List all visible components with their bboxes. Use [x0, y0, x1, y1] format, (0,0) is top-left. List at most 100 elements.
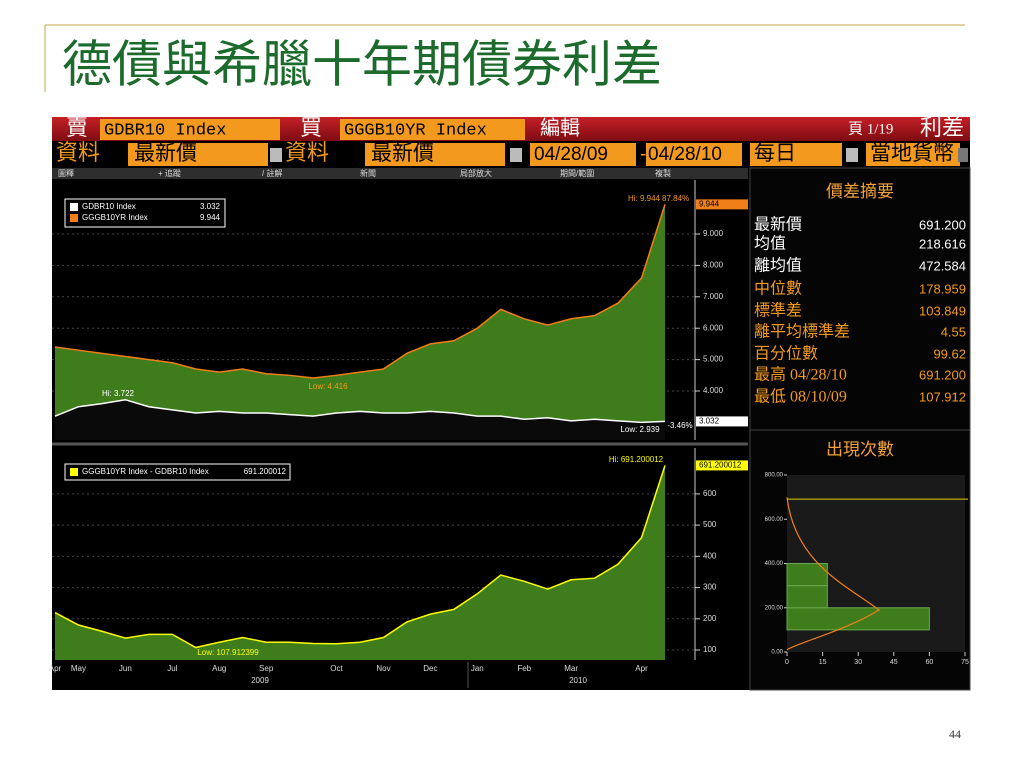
label: 資料 [56, 140, 100, 165]
axis-value-box [696, 199, 748, 210]
stat-label: 最低 08/10/09 [754, 388, 847, 406]
menu-item[interactable]: / 註解 [262, 168, 282, 178]
legend [64, 463, 291, 481]
menu-item[interactable]: 圖釋 [58, 168, 74, 178]
stats-title: 價差摘要 [826, 182, 894, 201]
field[interactable] [750, 143, 842, 166]
y-tick-label: 600.00 [765, 517, 784, 523]
annotation: -3.46% [667, 421, 692, 430]
menu-bar [52, 168, 748, 179]
y-tick-label: 7.000 [703, 292, 724, 301]
page-number: 44 [949, 727, 961, 741]
area [55, 465, 665, 660]
stat-label: 百分位數 [754, 345, 818, 363]
stat-value: 4.55 [941, 324, 966, 339]
stat-value: 103.849 [919, 303, 966, 318]
axis-value-box [696, 460, 748, 471]
line [54, 398, 666, 424]
dropdown[interactable] [270, 148, 282, 162]
x-tick-label: 75 [961, 659, 969, 666]
y-tick-label: 800.00 [765, 473, 784, 479]
x-tick-label: 45 [890, 659, 898, 666]
legend-label: GGGB10YR Index - GDBR10 Index [82, 467, 209, 476]
legend-label: GGGB10YR Index [82, 213, 148, 222]
histogram-bar [786, 607, 930, 631]
menu-item[interactable]: 期間/範圍 [560, 168, 594, 178]
stat-label: 離平均標準差 [754, 323, 850, 341]
x-tick-label: 0 [785, 659, 789, 666]
x-tick-label: Feb [517, 664, 531, 673]
year-label: 2009 [251, 676, 269, 685]
legend-swatch [70, 203, 78, 211]
label: 賣 [66, 115, 88, 140]
axis-value: 9.944 [699, 199, 720, 208]
menu-item[interactable]: 新聞 [360, 168, 376, 178]
axis-value-box [696, 416, 748, 427]
histogram-bar [786, 563, 828, 587]
field-text: 最新價 [134, 141, 197, 165]
annotation: Low: 107.912399 [197, 648, 259, 657]
field[interactable] [128, 143, 268, 166]
line [54, 204, 666, 379]
field-text: 04/28/10 [648, 144, 722, 165]
field[interactable] [365, 143, 505, 166]
annotation: Low: 2.939 [620, 425, 660, 434]
page-indicator: 頁 1/19 [848, 121, 893, 137]
annotation: Hi: 9.944 [628, 194, 661, 203]
legend-swatch [70, 214, 78, 222]
menu-item[interactable]: 複製 [655, 168, 671, 178]
stat-value: 218.616 [919, 236, 966, 251]
stat-label: 中位數 [754, 280, 802, 298]
annotation: Low: 4.416 [308, 382, 348, 391]
x-tick-label: Apr [49, 664, 62, 673]
x-tick-label: Sep [259, 664, 274, 673]
field[interactable] [646, 143, 742, 166]
menu-item[interactable]: 局部放大 [460, 168, 492, 178]
x-tick-label: Nov [376, 664, 390, 673]
stat-label: 標準差 [754, 302, 802, 320]
stat-value: 107.912 [919, 389, 966, 404]
x-tick-label: May [71, 664, 86, 673]
stat-value: 178.959 [919, 281, 966, 296]
y-tick-label: 600 [703, 489, 717, 498]
field[interactable] [530, 143, 636, 166]
y-tick-label: 9.000 [703, 229, 724, 238]
legend-value: 691.200012 [244, 467, 287, 476]
y-tick-label: 6.000 [703, 323, 724, 332]
dropdown[interactable] [510, 148, 522, 162]
y-tick-label: 400 [703, 551, 717, 560]
x-tick-label: Aug [212, 664, 226, 673]
field[interactable] [100, 119, 280, 140]
y-tick-label: 300 [703, 583, 717, 592]
x-tick-label: Apr [635, 664, 648, 673]
button[interactable]: 編輯 [540, 117, 580, 140]
x-tick-label: Jan [471, 664, 484, 673]
x-tick-label: Oct [330, 664, 343, 673]
y-tick-label: 5.000 [703, 355, 724, 364]
x-tick-label: 60 [926, 659, 934, 666]
x-tick-label: 15 [819, 659, 827, 666]
line [54, 465, 666, 649]
y-tick-label: 500 [703, 520, 717, 529]
histogram-bar [786, 585, 828, 609]
y-tick-label: 4.000 [703, 386, 724, 395]
y-tick-label: 8.000 [703, 261, 724, 270]
field[interactable] [866, 143, 960, 166]
menu-item[interactable]: + 追蹤 [158, 168, 181, 178]
x-tick-label: 30 [854, 659, 862, 666]
field[interactable] [340, 119, 525, 140]
field-text: 最新價 [371, 141, 434, 165]
dropdown[interactable] [958, 148, 968, 162]
density-curve [786, 497, 881, 651]
x-tick-label: Mar [564, 664, 578, 673]
legend-label: GDBR10 Index [82, 202, 136, 211]
axis-value: 691.200012 [699, 461, 742, 470]
stat-value: 99.62 [933, 346, 966, 361]
field-text: 04/28/09 [534, 144, 608, 165]
separator: - [640, 144, 646, 165]
field-text: 當地貨幣 [870, 141, 954, 165]
dropdown[interactable] [846, 148, 858, 162]
stat-label: 最高 04/28/10 [754, 366, 847, 384]
y-tick-label: 100 [703, 645, 717, 654]
